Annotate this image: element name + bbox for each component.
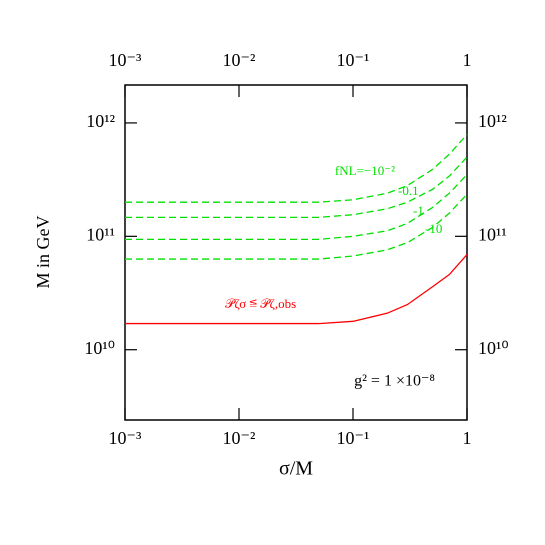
- x-tick-label-top: 1: [463, 50, 472, 70]
- y-tick-label: 10¹⁰: [84, 338, 115, 358]
- y-axis-title: M in GeV: [33, 216, 53, 289]
- y-tick-label: 10¹²: [86, 111, 115, 131]
- series-label: -0.1: [398, 183, 419, 198]
- y-tick-label-right: 10¹⁰: [478, 338, 509, 358]
- x-tick-label: 10⁻²: [223, 428, 256, 448]
- y-tick-label: 10¹¹: [86, 224, 115, 244]
- x-tick-label: 10⁻³: [109, 428, 143, 448]
- series-label: fNL=−10⁻²: [335, 163, 395, 178]
- x-tick-label-top: 10⁻³: [109, 50, 143, 70]
- series-label: 𝒫ζσ ≦ 𝒫ζ,obs: [225, 296, 296, 311]
- annotation: g² = 1 ×10⁻⁸: [354, 373, 435, 390]
- y-tick-label-right: 10¹¹: [478, 224, 507, 244]
- x-tick-label-top: 10⁻¹: [337, 50, 370, 70]
- x-tick-label-top: 10⁻²: [223, 50, 256, 70]
- y-tick-label-right: 10¹²: [478, 111, 507, 131]
- series-label: -1: [413, 203, 424, 218]
- data-line: [125, 254, 468, 325]
- x-axis-title: σ/M: [279, 458, 313, 480]
- plot-frame: [124, 84, 468, 421]
- x-tick-label: 1: [463, 428, 472, 448]
- series-label: -10: [425, 221, 442, 236]
- x-tick-label: 10⁻¹: [337, 428, 370, 448]
